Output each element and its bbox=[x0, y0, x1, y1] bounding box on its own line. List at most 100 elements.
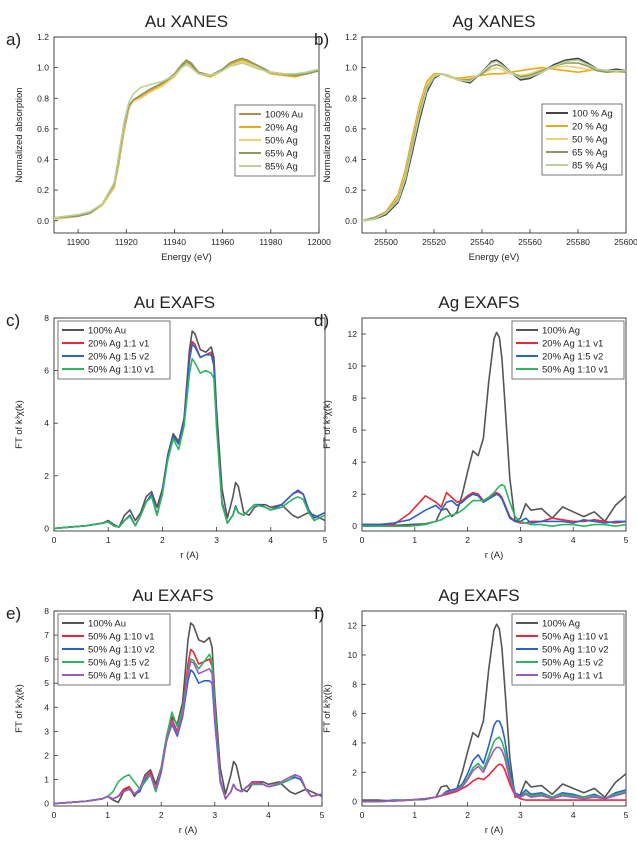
x-tick-label: 1 bbox=[106, 535, 111, 545]
legend-label: 50% Ag 1:10 v2 bbox=[88, 645, 155, 656]
y-tick-label: 4 bbox=[352, 738, 357, 748]
x-tick-label: 25500 bbox=[374, 237, 398, 247]
chart-title: Ag EXAFS bbox=[438, 586, 519, 605]
legend: 100% Ag 20% Ag 1:1 v1 20% Ag 1:5 v2 50% Ag … bbox=[511, 320, 625, 380]
legend-label: 20% Ag 1:5 v2 bbox=[88, 352, 149, 363]
x-tick-label: 3 bbox=[518, 810, 523, 820]
x-tick-label: 3 bbox=[518, 535, 523, 545]
legend-label: 20% Ag 1:5 v2 bbox=[542, 352, 603, 363]
series-line bbox=[362, 57, 626, 222]
x-axis-label: r (A) bbox=[179, 825, 197, 836]
series-line bbox=[54, 330, 325, 530]
legend-label: 20 % Ag bbox=[572, 122, 607, 133]
legend-label: 50% Ag 1:1 v1 bbox=[542, 671, 603, 682]
x-tick-label: 11940 bbox=[163, 237, 186, 247]
y-axis-label: Normalized absorption bbox=[14, 87, 25, 182]
x-tick-label: 4 bbox=[571, 810, 576, 820]
x-tick-label: 3 bbox=[214, 535, 219, 545]
panel-label: b) bbox=[314, 30, 329, 49]
x-axis-label: r (A) bbox=[485, 825, 503, 836]
legend-label: 100% Ag bbox=[542, 326, 580, 337]
y-tick-label: 0 bbox=[44, 799, 49, 809]
legend-label: 50% Ag 1:5 v2 bbox=[88, 658, 149, 669]
y-tick-label: 12 bbox=[348, 329, 358, 339]
y-axis-label: FT of k³χ(k) bbox=[14, 684, 25, 733]
panel-label: a) bbox=[6, 30, 21, 49]
legend-label: 85% Ag bbox=[265, 162, 298, 173]
panel-a: 11900 11920 11940 11960 11980 12000 0.0 0.2 0.4 0… bbox=[6, 12, 331, 263]
x-tick-label: 0 bbox=[360, 810, 365, 820]
x-tick-label: 25560 bbox=[518, 237, 542, 247]
x-tick-label: 11920 bbox=[115, 237, 138, 247]
y-tick-label: 1.2 bbox=[345, 32, 357, 42]
y-tick-label: 2 bbox=[44, 471, 49, 481]
x-tick-label: 0 bbox=[360, 535, 365, 545]
x-axis-label: r (A) bbox=[485, 550, 503, 561]
legend: 100% Au 50% Ag 1:10 v1 50% Ag 1:10 v2 50% A… bbox=[57, 613, 171, 686]
legend: 100% Ag 50% Ag 1:10 v1 50% Ag 1:10 v2 50% A… bbox=[511, 613, 625, 686]
y-tick-label: 2 bbox=[352, 489, 357, 499]
legend-label: 100 % Ag bbox=[572, 109, 613, 120]
legend: 100% Au 20% Ag 50% Ag 65% Ag 85% Ag bbox=[234, 104, 316, 177]
x-tick-label: 2 bbox=[465, 535, 470, 545]
legend-label: 100% Au bbox=[265, 110, 303, 121]
panel-label: d) bbox=[314, 311, 329, 330]
legend-label: 50% Ag bbox=[265, 136, 298, 147]
x-tick-label: 4 bbox=[571, 535, 576, 545]
legend-label: 20% Ag 1:1 v1 bbox=[88, 339, 149, 350]
series-line bbox=[362, 66, 626, 222]
y-tick-label: 0.4 bbox=[37, 155, 49, 165]
plot-frame bbox=[53, 610, 323, 807]
y-tick-label: 1.2 bbox=[37, 32, 49, 42]
x-tick-label: 0 bbox=[52, 810, 57, 820]
x-tick-label: 11960 bbox=[211, 237, 234, 247]
x-tick-label: 4 bbox=[266, 810, 271, 820]
y-tick-label: 8 bbox=[352, 393, 357, 403]
y-tick-label: 2 bbox=[352, 767, 357, 777]
y-tick-label: 0 bbox=[352, 797, 357, 807]
y-tick-label: 0.4 bbox=[345, 155, 357, 165]
legend-label: 50% Ag 1:10 v1 bbox=[88, 632, 155, 643]
y-tick-label: 6 bbox=[352, 425, 357, 435]
chart-title: Au EXAFS bbox=[134, 293, 215, 312]
x-axis-label: Energy (eV) bbox=[161, 252, 212, 263]
x-tick-label: 1 bbox=[412, 535, 417, 545]
legend-label: 20% Ag 1:1 v1 bbox=[542, 339, 603, 350]
y-tick-label: 2 bbox=[44, 750, 49, 760]
legend-label: 65% Ag bbox=[265, 149, 298, 160]
chart-title: Ag XANES bbox=[452, 12, 535, 31]
series-line bbox=[362, 491, 626, 526]
panel-e: 0 1 2 3 4 5 0 1 2 3 4 5 6 7 8 Au EXAFS e) r (A) FT of k³χ(… bbox=[6, 586, 325, 836]
y-axis-label: FT of k³χ(k) bbox=[14, 400, 25, 449]
y-tick-label: 0.6 bbox=[37, 124, 49, 134]
x-tick-label: 5 bbox=[320, 810, 325, 820]
x-tick-label: 25540 bbox=[470, 237, 494, 247]
series-line bbox=[54, 62, 319, 219]
series-line bbox=[362, 331, 626, 527]
y-tick-label: 0.2 bbox=[37, 185, 49, 195]
chart-title: Au XANES bbox=[145, 12, 228, 31]
x-axis-label: Energy (eV) bbox=[469, 252, 520, 263]
series-line bbox=[362, 59, 626, 222]
legend-label: 50% Ag 1:10 v1 bbox=[542, 365, 609, 376]
panel-label: f) bbox=[314, 604, 324, 623]
x-axis-label: r (A) bbox=[180, 550, 198, 561]
y-tick-label: 4 bbox=[352, 457, 357, 467]
plot-frame bbox=[361, 36, 627, 234]
legend-label: 85 % Ag bbox=[572, 161, 607, 172]
legend-label: 65 % Ag bbox=[572, 148, 607, 159]
x-tick-label: 11980 bbox=[259, 237, 282, 247]
panel-label: c) bbox=[6, 311, 20, 330]
y-tick-label: 1 bbox=[44, 775, 49, 785]
y-tick-label: 0.2 bbox=[345, 185, 357, 195]
x-tick-label: 25600 bbox=[614, 237, 637, 247]
y-tick-label: 0.6 bbox=[345, 124, 357, 134]
x-tick-label: 12000 bbox=[307, 237, 331, 247]
x-tick-label: 2 bbox=[465, 810, 470, 820]
x-tick-label: 5 bbox=[624, 810, 629, 820]
legend-label: 100% Au bbox=[88, 619, 126, 630]
plot-frame bbox=[361, 317, 627, 532]
x-tick-label: 2 bbox=[160, 535, 165, 545]
